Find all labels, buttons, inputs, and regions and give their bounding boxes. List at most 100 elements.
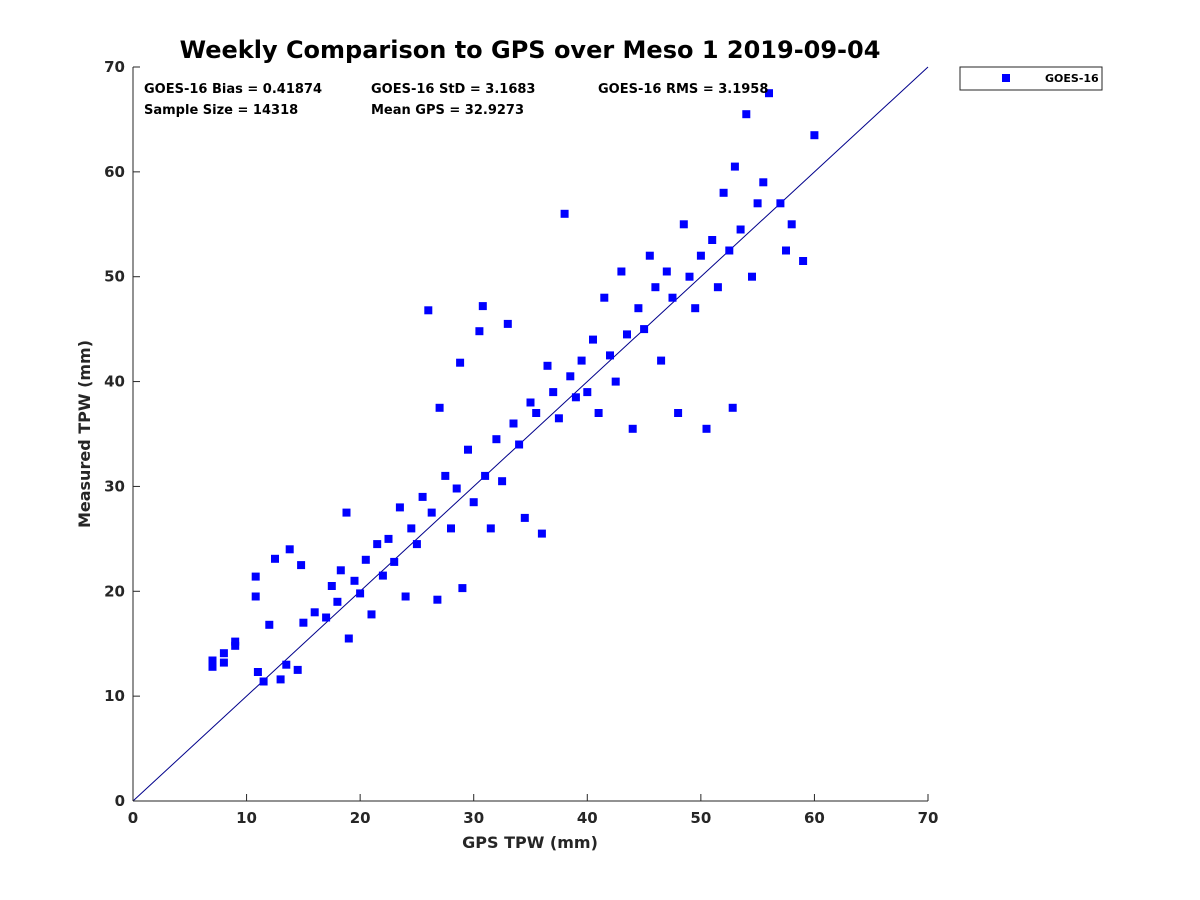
data-point	[571, 393, 580, 402]
data-point	[367, 610, 376, 619]
data-point	[481, 471, 490, 480]
data-point	[492, 435, 501, 444]
data-point	[600, 293, 609, 302]
data-point	[537, 529, 546, 538]
data-point	[282, 660, 291, 669]
data-point	[696, 251, 705, 260]
statistics-annotation: GOES-16 Bias = 0.41874 GOES-16 StD = 3.1…	[144, 82, 768, 118]
data-point	[611, 377, 620, 386]
x-tick-label: 0	[128, 809, 138, 827]
data-point	[285, 545, 294, 554]
data-point	[728, 403, 737, 412]
data-point	[435, 403, 444, 412]
data-point	[503, 319, 512, 328]
data-point	[509, 419, 518, 428]
data-point	[327, 582, 336, 590]
legend-marker-goes16	[1002, 74, 1010, 82]
data-point	[344, 634, 353, 643]
y-tick-group: 0 10 20 30 40 50 60 70	[104, 58, 140, 810]
data-point	[560, 209, 569, 218]
legend-label-goes16: GOES-16	[1045, 72, 1099, 85]
data-point	[297, 561, 306, 570]
one-to-one-line	[132, 66, 929, 802]
legend: GOES-16	[959, 66, 1103, 91]
data-point	[231, 641, 240, 650]
data-point	[486, 524, 495, 533]
data-point	[634, 304, 643, 313]
data-point	[478, 302, 487, 311]
data-point	[543, 361, 552, 370]
x-tick-label: 70	[918, 809, 939, 827]
data-point	[662, 267, 671, 276]
data-point	[549, 388, 558, 397]
data-point	[276, 675, 285, 684]
data-point	[730, 162, 739, 171]
data-point	[810, 131, 819, 140]
stat-rms: GOES-16 RMS = 3.1958	[598, 82, 768, 97]
data-point	[719, 188, 728, 197]
data-point	[271, 554, 279, 563]
data-point	[787, 220, 796, 229]
data-point	[725, 246, 734, 255]
stat-mean-gps: Mean GPS = 32.9273	[371, 103, 524, 118]
data-point	[708, 236, 717, 244]
data-point	[447, 524, 455, 533]
data-point	[617, 267, 626, 276]
data-point	[219, 658, 228, 667]
y-tick-label: 0	[115, 792, 125, 810]
data-point	[554, 414, 563, 423]
data-point	[342, 508, 351, 517]
data-point	[361, 555, 370, 564]
data-point	[651, 283, 660, 292]
y-tick-label: 20	[104, 582, 125, 600]
axes: 0 10 20 30 40 50 60 70 0 10 20 30 40 50 60 70	[104, 58, 938, 827]
data-point	[350, 576, 359, 585]
data-point	[469, 498, 478, 507]
stat-sample-size: Sample Size = 14318	[144, 103, 298, 118]
data-point	[401, 592, 410, 601]
data-point	[640, 325, 649, 334]
data-point	[674, 409, 683, 417]
data-point	[566, 372, 575, 381]
data-point	[251, 572, 260, 581]
data-point	[456, 358, 465, 367]
data-point	[390, 557, 399, 566]
data-point	[753, 199, 762, 208]
y-tick-label: 40	[104, 373, 125, 391]
data-point	[498, 477, 507, 486]
data-point	[464, 445, 472, 454]
data-point	[407, 524, 416, 533]
data-point	[373, 540, 382, 549]
data-point	[208, 662, 217, 671]
data-point	[475, 327, 484, 336]
data-point	[759, 178, 768, 187]
data-point	[532, 409, 541, 417]
data-point	[765, 89, 773, 98]
data-point	[628, 424, 637, 433]
x-tick-group: 0 10 20 30 40 50 60 70	[128, 794, 939, 827]
data-point	[748, 272, 756, 281]
data-point	[668, 293, 677, 302]
x-tick-label: 40	[577, 809, 598, 827]
y-tick-label: 30	[104, 477, 125, 495]
data-point	[691, 304, 700, 313]
data-point	[384, 534, 393, 543]
data-point	[623, 330, 631, 339]
data-point	[208, 656, 217, 665]
x-axis-label: GPS TPW (mm)	[462, 833, 598, 852]
data-point	[322, 613, 331, 622]
data-point	[378, 571, 387, 580]
data-point	[594, 409, 603, 417]
data-point	[412, 540, 421, 549]
data-point	[742, 110, 751, 119]
data-point	[799, 257, 808, 265]
data-point	[458, 584, 467, 593]
chart-title: Weekly Comparison to GPS over Meso 1 201…	[180, 36, 881, 64]
y-tick-label: 70	[104, 58, 125, 76]
data-point	[253, 668, 262, 676]
data-point	[679, 220, 688, 229]
data-point	[418, 492, 427, 501]
data-point	[219, 649, 228, 658]
data-point	[310, 608, 319, 617]
